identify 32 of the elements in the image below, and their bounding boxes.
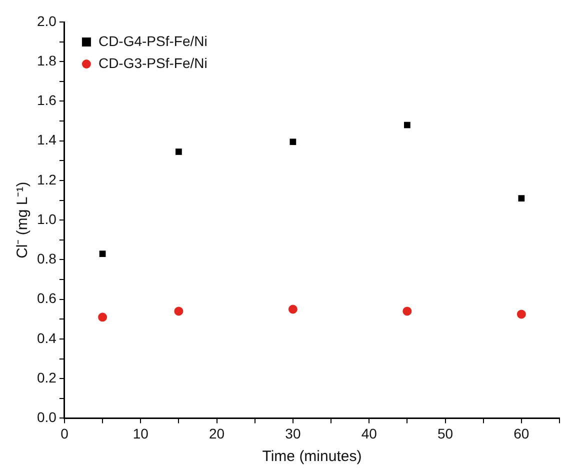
y-tick-label: 0.2 [36,369,57,386]
x-axis-title: Time (minutes) [262,448,362,466]
y-tick-label: 1.4 [36,132,57,148]
point [99,250,106,257]
y-tick-label: 0.0 [36,409,57,426]
x-tick-label: 10 [132,425,149,442]
point [98,312,108,322]
point [516,310,526,319]
point [404,122,410,128]
y-tick-label: 1.2 [36,171,57,188]
x-tick-label: 60 [514,425,530,442]
x-tick-label: 50 [437,425,454,442]
y-tick-label: 0.4 [36,330,57,346]
y-tick-label: 0.6 [36,290,57,306]
legend-label: CD-G3-PSf-Fe/Ni [98,54,208,71]
y-tick-label: 1.8 [36,52,57,68]
point [290,138,296,146]
point [402,306,412,316]
point [518,195,525,202]
y-tick-label: 1.6 [36,92,57,108]
point [288,304,298,314]
legend-label: CD-G4-PSf-Fe/Ni [98,32,208,49]
y-tick-label: 0.8 [36,250,57,267]
y-tick-label: 1.0 [36,210,57,227]
point [174,306,184,316]
x-tick-label: 30 [285,425,301,442]
x-tick-label: 40 [361,425,378,442]
x-tick-label: 0 [60,425,69,442]
y-tick-label: 2.0 [36,12,57,29]
x-tick-label: 20 [208,425,225,442]
y-axis-title: Cl⁻ (mg L⁻¹) [14,182,32,258]
point [176,148,182,155]
